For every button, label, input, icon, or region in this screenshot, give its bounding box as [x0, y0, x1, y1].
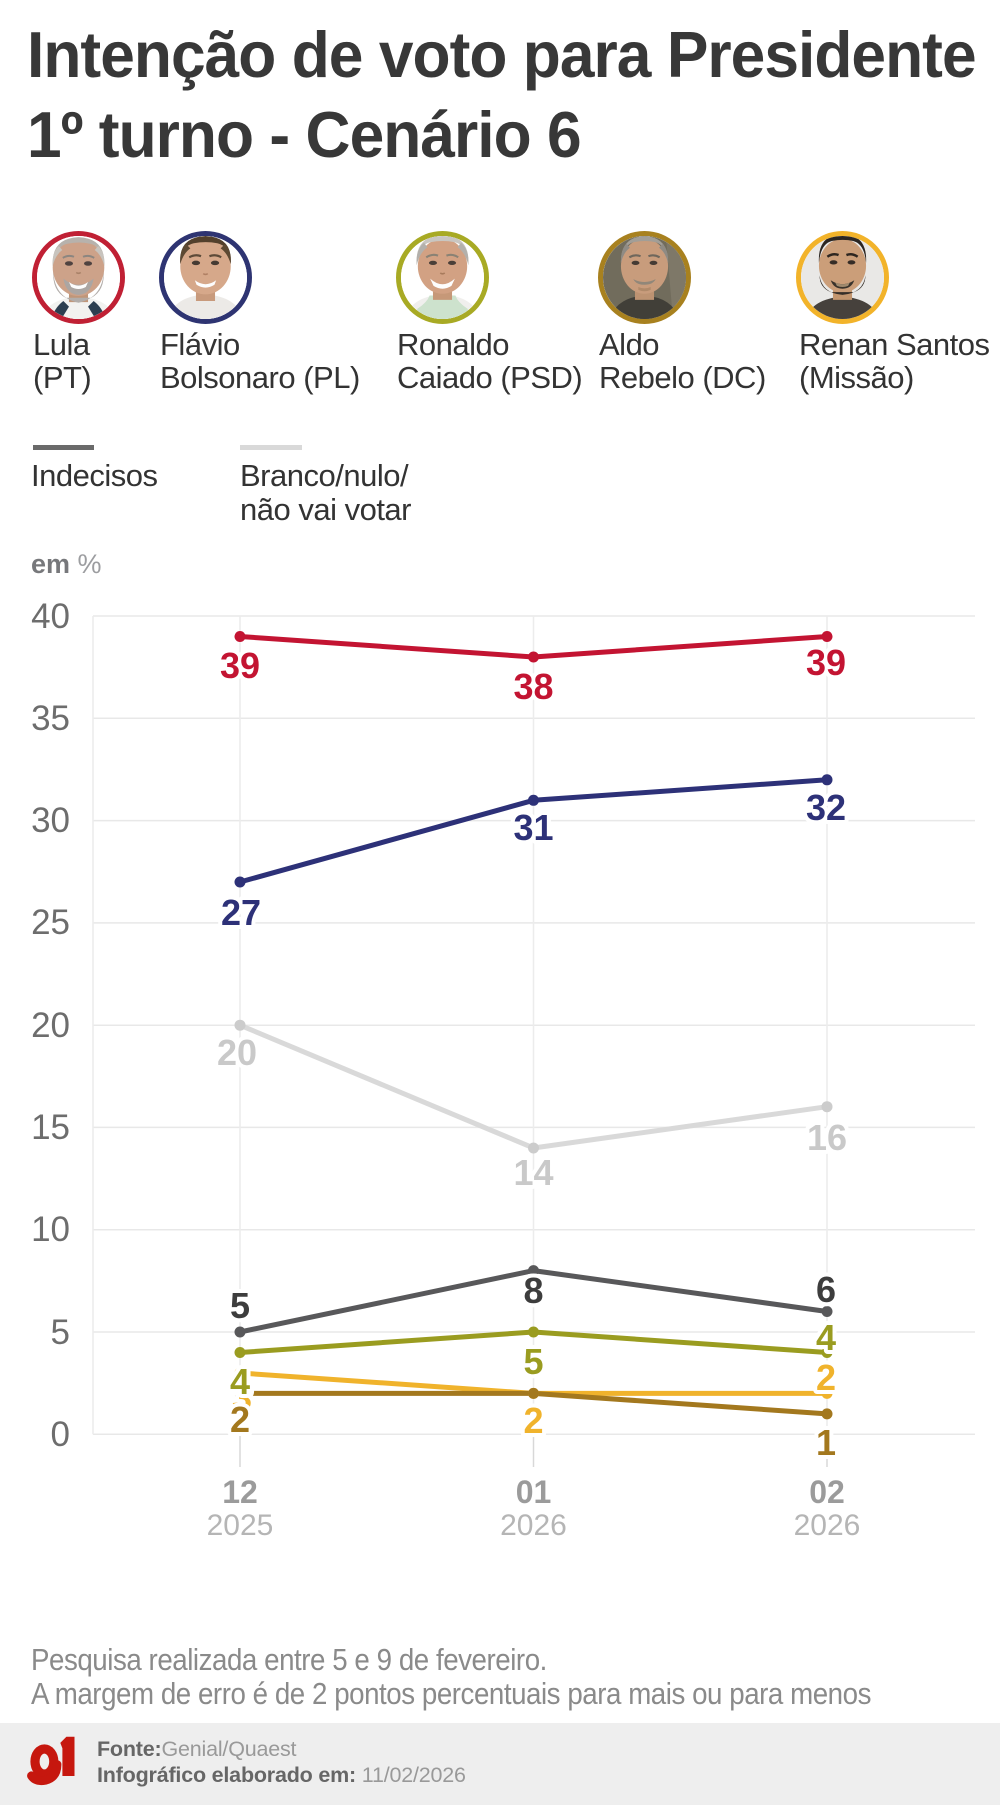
svg-text:2025: 2025 [207, 1509, 274, 1542]
svg-text:6: 6 [816, 1269, 836, 1310]
svg-text:31: 31 [513, 807, 553, 848]
svg-text:27: 27 [221, 892, 261, 933]
svg-text:1: 1 [816, 1422, 836, 1463]
svg-text:2: 2 [523, 1400, 543, 1441]
svg-text:40: 40 [31, 597, 70, 636]
svg-text:4: 4 [816, 1317, 836, 1358]
svg-text:16: 16 [807, 1117, 847, 1158]
svg-text:35: 35 [31, 699, 70, 738]
svg-text:2: 2 [230, 1399, 250, 1440]
svg-text:2026: 2026 [794, 1509, 861, 1542]
svg-text:20: 20 [217, 1032, 257, 1073]
svg-text:5: 5 [230, 1285, 250, 1326]
svg-text:30: 30 [31, 801, 70, 840]
svg-text:32: 32 [806, 787, 846, 828]
svg-text:2: 2 [816, 1357, 836, 1398]
svg-text:5: 5 [523, 1341, 543, 1382]
svg-text:02: 02 [809, 1474, 845, 1510]
svg-text:38: 38 [513, 666, 553, 707]
svg-text:5: 5 [51, 1313, 70, 1352]
svg-text:39: 39 [806, 642, 846, 683]
svg-text:14: 14 [513, 1152, 553, 1193]
svg-text:4: 4 [230, 1361, 250, 1402]
svg-text:12: 12 [222, 1474, 258, 1510]
svg-text:2: 2 [523, 1400, 543, 1441]
svg-text:3: 3 [232, 1377, 252, 1418]
svg-text:20: 20 [31, 1006, 70, 1045]
svg-text:39: 39 [220, 645, 260, 686]
svg-text:01: 01 [516, 1474, 552, 1510]
svg-text:8: 8 [523, 1270, 543, 1311]
svg-text:2026: 2026 [500, 1509, 567, 1542]
svg-text:25: 25 [31, 903, 70, 942]
svg-text:15: 15 [31, 1108, 70, 1147]
svg-text:0: 0 [51, 1415, 70, 1454]
svg-text:10: 10 [31, 1210, 70, 1249]
